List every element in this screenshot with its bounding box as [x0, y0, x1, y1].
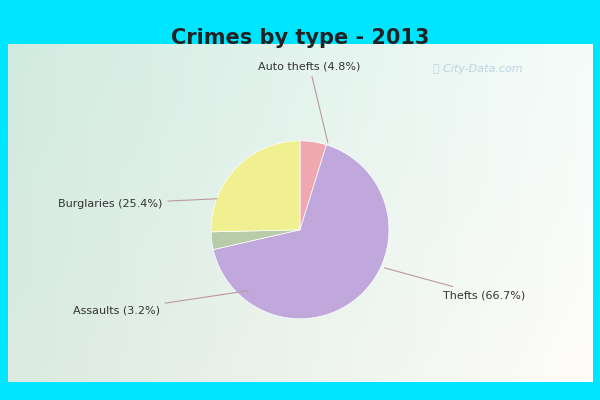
Text: Auto thefts (4.8%): Auto thefts (4.8%) [259, 61, 361, 142]
Wedge shape [300, 141, 326, 230]
Text: Burglaries (25.4%): Burglaries (25.4%) [58, 199, 217, 209]
Text: Assaults (3.2%): Assaults (3.2%) [73, 291, 248, 316]
Wedge shape [211, 230, 300, 250]
Text: Crimes by type - 2013: Crimes by type - 2013 [171, 28, 429, 48]
Text: Thefts (66.7%): Thefts (66.7%) [385, 268, 525, 300]
Wedge shape [213, 145, 389, 319]
Text: ⓘ City-Data.com: ⓘ City-Data.com [433, 64, 523, 74]
Wedge shape [211, 141, 300, 232]
